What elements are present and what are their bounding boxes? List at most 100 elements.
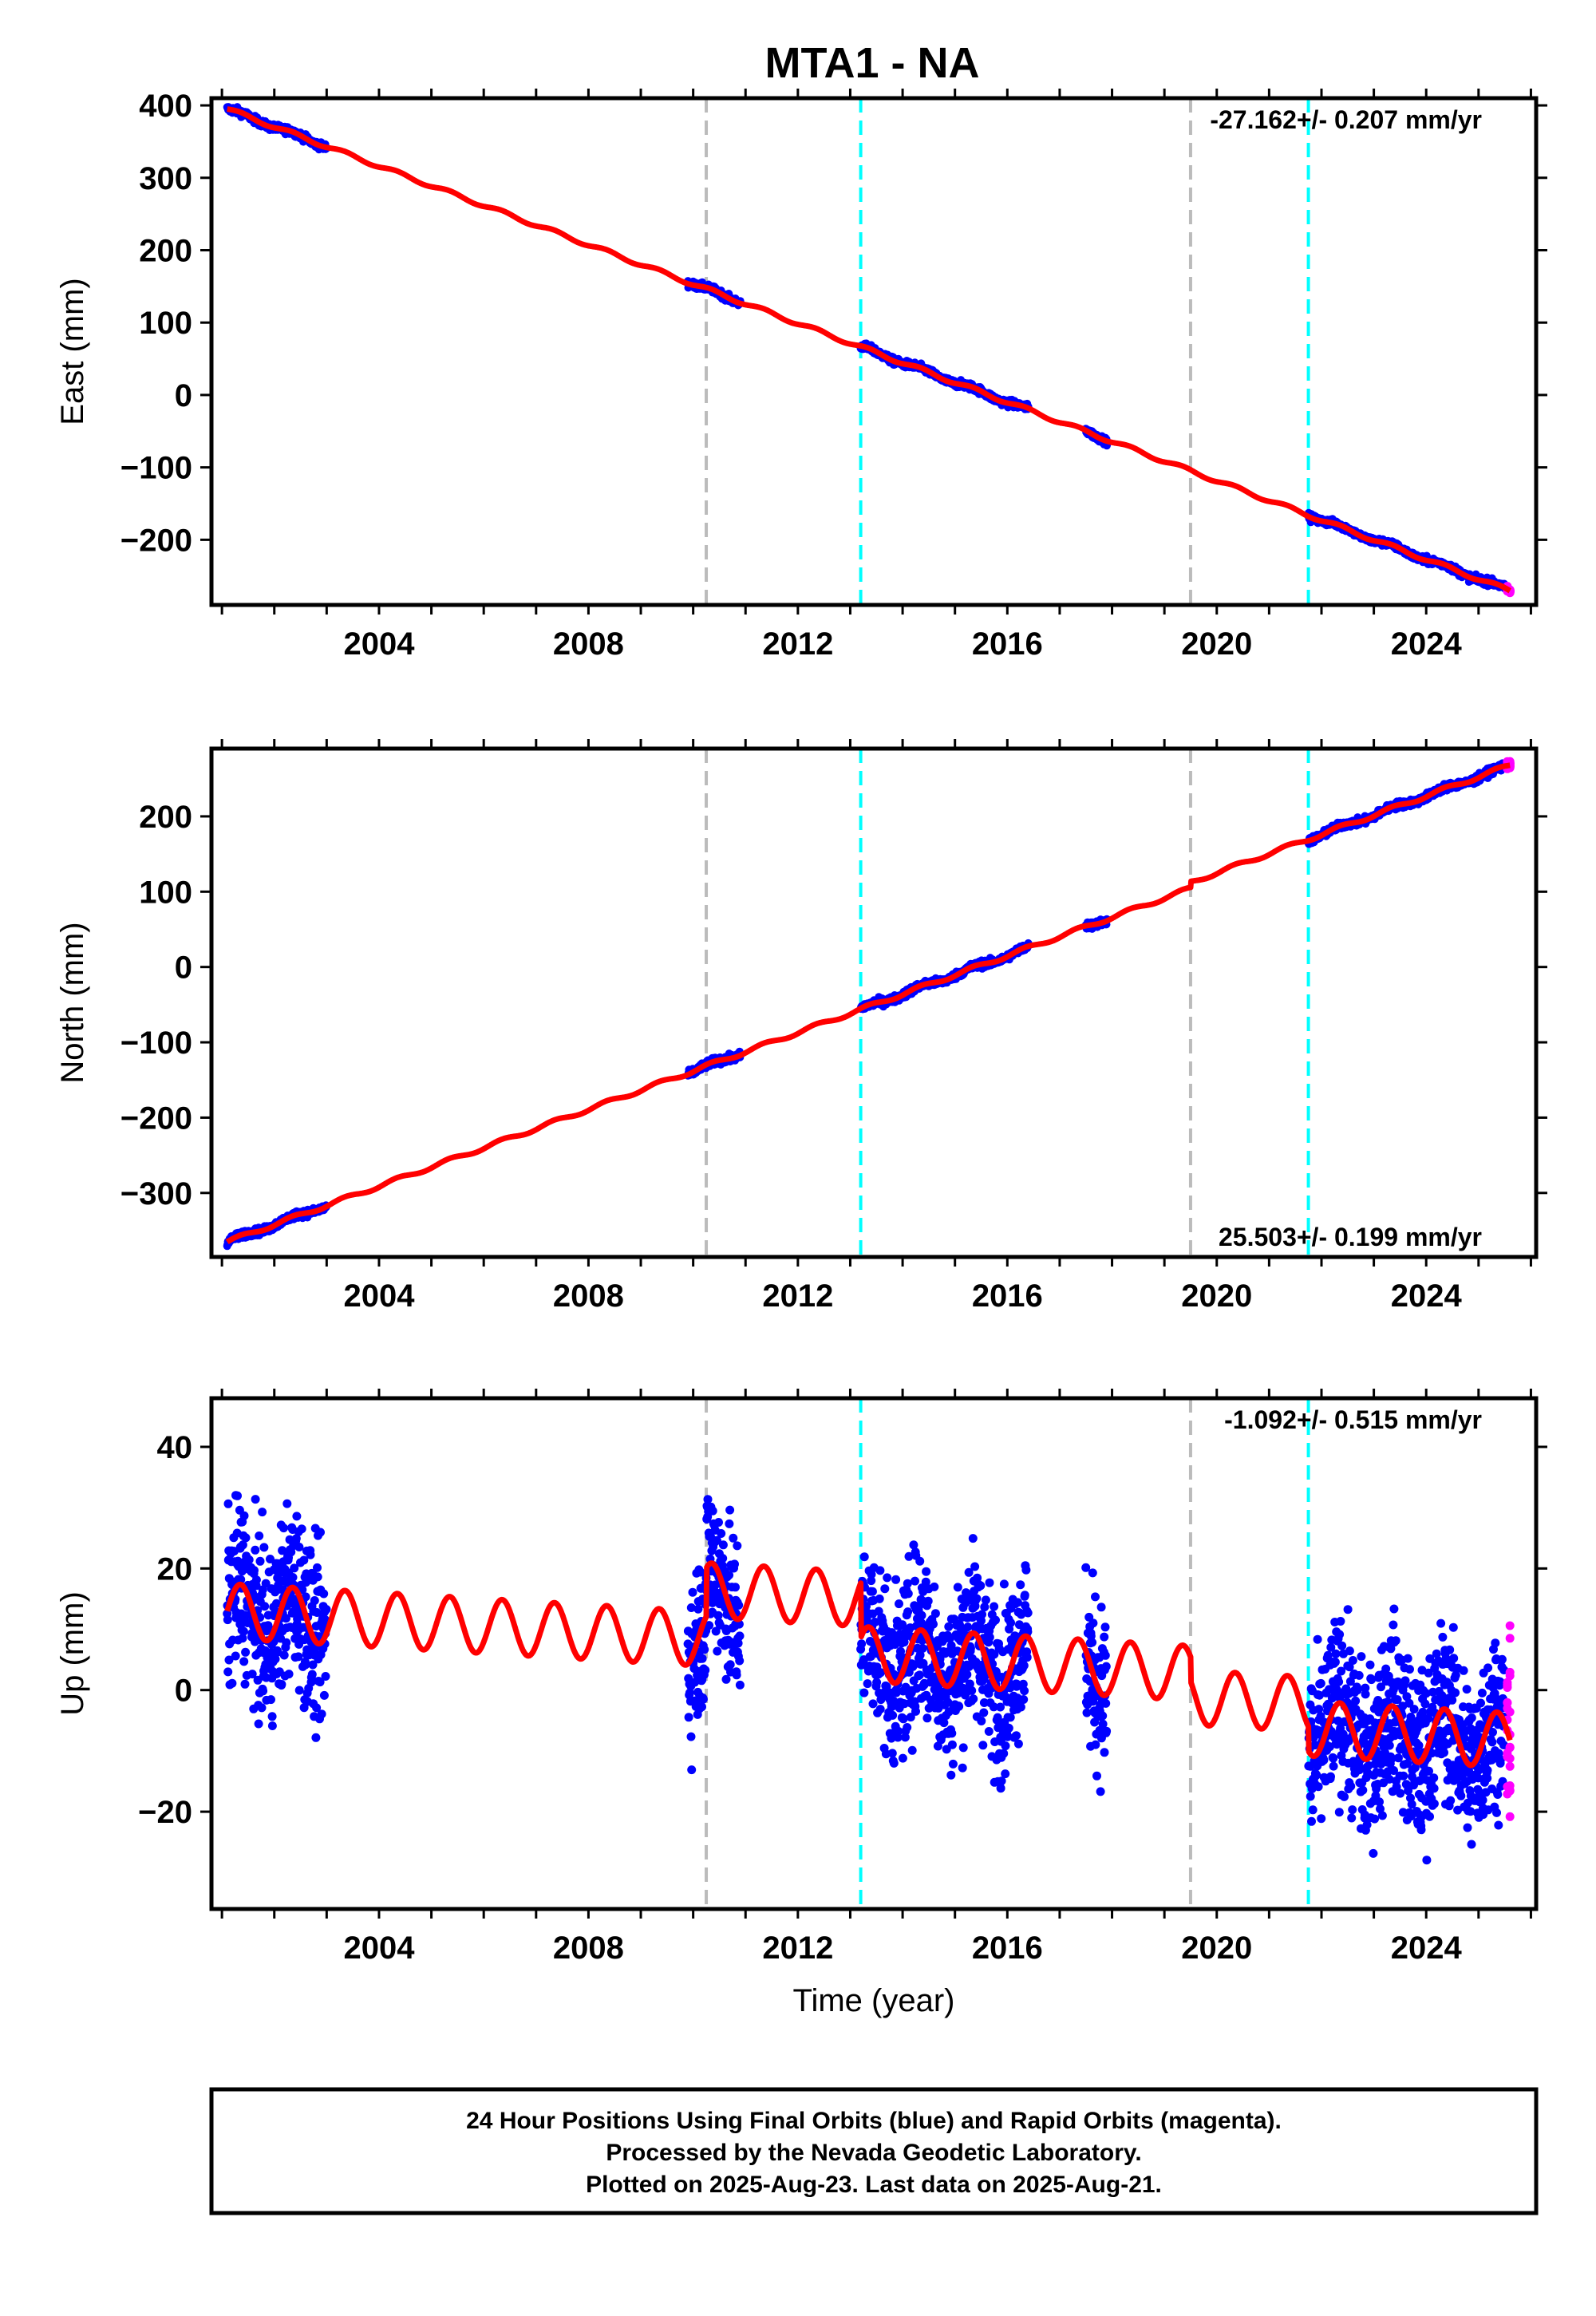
final-orbit-point [1019, 1661, 1029, 1670]
final-orbit-point [255, 1556, 265, 1566]
final-orbit-point [979, 1708, 989, 1717]
final-orbit-point [981, 1595, 990, 1605]
final-orbit-point [954, 1701, 964, 1711]
final-orbit-point [1096, 1787, 1105, 1796]
final-orbit-point [267, 1695, 275, 1705]
final-orbit-point [915, 1670, 924, 1680]
final-orbit-point [294, 1543, 304, 1551]
final-orbit-point [1102, 1726, 1112, 1736]
final-orbit-point [887, 1749, 897, 1758]
final-orbit-point [1365, 1660, 1375, 1670]
final-orbit-point [967, 1686, 977, 1695]
final-orbit-point [1091, 1592, 1100, 1602]
final-orbit-point [244, 1555, 254, 1564]
final-orbit-point [267, 1721, 277, 1730]
final-orbit-point [976, 1581, 986, 1591]
final-orbit-point [254, 1719, 263, 1729]
final-orbit-point [1313, 1634, 1322, 1644]
final-orbit-point [733, 1638, 743, 1648]
final-orbit-point [1312, 1770, 1321, 1780]
final-orbit-point [1351, 1696, 1361, 1705]
final-orbit-point [1354, 1670, 1364, 1680]
final-orbit-point [1334, 1677, 1344, 1686]
x-tick-label: 2016 [972, 626, 1043, 662]
final-orbit-point [1377, 1811, 1387, 1820]
final-orbit-point [911, 1706, 920, 1716]
y-tick-label: −100 [120, 1026, 192, 1061]
final-orbit-point [714, 1518, 723, 1527]
final-orbit-point [735, 1680, 745, 1690]
final-orbit-point [1012, 1731, 1021, 1741]
final-orbit-point [915, 1556, 925, 1566]
final-orbit-point [292, 1512, 302, 1521]
final-orbit-point [241, 1647, 251, 1657]
final-orbit-point [223, 1667, 233, 1677]
final-orbit-point [1091, 1740, 1100, 1749]
final-orbit-point [729, 1533, 738, 1543]
final-orbit-point [1334, 1808, 1344, 1817]
final-orbit-point [1316, 1678, 1325, 1688]
final-orbit-point [1353, 1686, 1362, 1695]
final-orbit-point [1101, 1662, 1111, 1671]
final-orbit-point [684, 1713, 693, 1722]
final-orbit-point [282, 1499, 292, 1508]
final-orbit-point [697, 1654, 707, 1663]
final-orbit-point [1335, 1630, 1345, 1639]
final-orbit-point [1098, 1711, 1108, 1721]
final-orbit-point [258, 1508, 267, 1517]
final-orbit-point [923, 1596, 933, 1606]
rate-label: -27.162+/- 0.207 mm/yr [1210, 105, 1482, 134]
x-tick-label: 2012 [762, 626, 833, 662]
x-tick-label: 2020 [1181, 626, 1252, 662]
final-orbit-point [1101, 1698, 1111, 1708]
final-orbit-point [700, 1645, 709, 1654]
y-tick-label: 0 [175, 378, 192, 413]
final-orbit-point [725, 1505, 735, 1515]
x-tick-label: 2004 [343, 1279, 415, 1314]
final-orbit-point [1346, 1781, 1356, 1791]
final-orbit-point [1357, 1652, 1366, 1662]
final-orbit-point [857, 1639, 867, 1649]
final-orbit-point [297, 1524, 306, 1534]
rate-label: 25.503+/- 0.199 mm/yr [1219, 1223, 1482, 1251]
final-orbit-point [891, 1575, 901, 1584]
final-orbit-point [1100, 1650, 1110, 1660]
final-orbit-point [1006, 1618, 1016, 1627]
final-orbit-point [962, 1670, 972, 1679]
final-orbit-point [698, 1694, 708, 1704]
final-orbit-point [888, 1710, 898, 1720]
final-orbit-point [899, 1714, 908, 1724]
final-orbit-point [251, 1495, 260, 1504]
final-orbit-point [725, 1519, 734, 1528]
y-tick-label: 200 [139, 234, 192, 269]
final-orbit-point [1306, 1792, 1315, 1801]
x-tick-label: 2024 [1391, 1279, 1463, 1314]
final-orbit-point [239, 1511, 249, 1520]
final-orbit-point [985, 1633, 994, 1642]
final-orbit-point [227, 1678, 237, 1688]
final-orbit-point [922, 1713, 932, 1723]
y-tick-label: 100 [139, 306, 192, 341]
final-orbit-point [1385, 1741, 1394, 1750]
final-orbit-point [713, 1646, 722, 1656]
final-orbit-point [903, 1607, 913, 1617]
final-orbit-point [889, 1758, 899, 1768]
final-orbit-point [223, 1615, 232, 1625]
final-orbit-point [1096, 1603, 1106, 1612]
y-axis-label: East (mm) [55, 278, 90, 425]
final-orbit-point [251, 1575, 261, 1585]
final-orbit-point [1330, 1658, 1340, 1667]
final-orbit-point [1020, 1591, 1029, 1600]
final-orbit-point [1370, 1814, 1380, 1824]
x-tick-label: 2008 [553, 1279, 624, 1314]
final-orbit-point [1092, 1771, 1101, 1780]
final-orbit-point [1088, 1618, 1098, 1628]
final-orbit-point [984, 1727, 994, 1736]
final-orbit-point [947, 1740, 957, 1749]
final-orbit-point [282, 1638, 291, 1647]
final-orbit-point [688, 1587, 697, 1597]
final-orbit-point [1082, 1708, 1092, 1717]
x-tick-label: 2024 [1391, 626, 1463, 662]
final-orbit-point [735, 1656, 745, 1666]
